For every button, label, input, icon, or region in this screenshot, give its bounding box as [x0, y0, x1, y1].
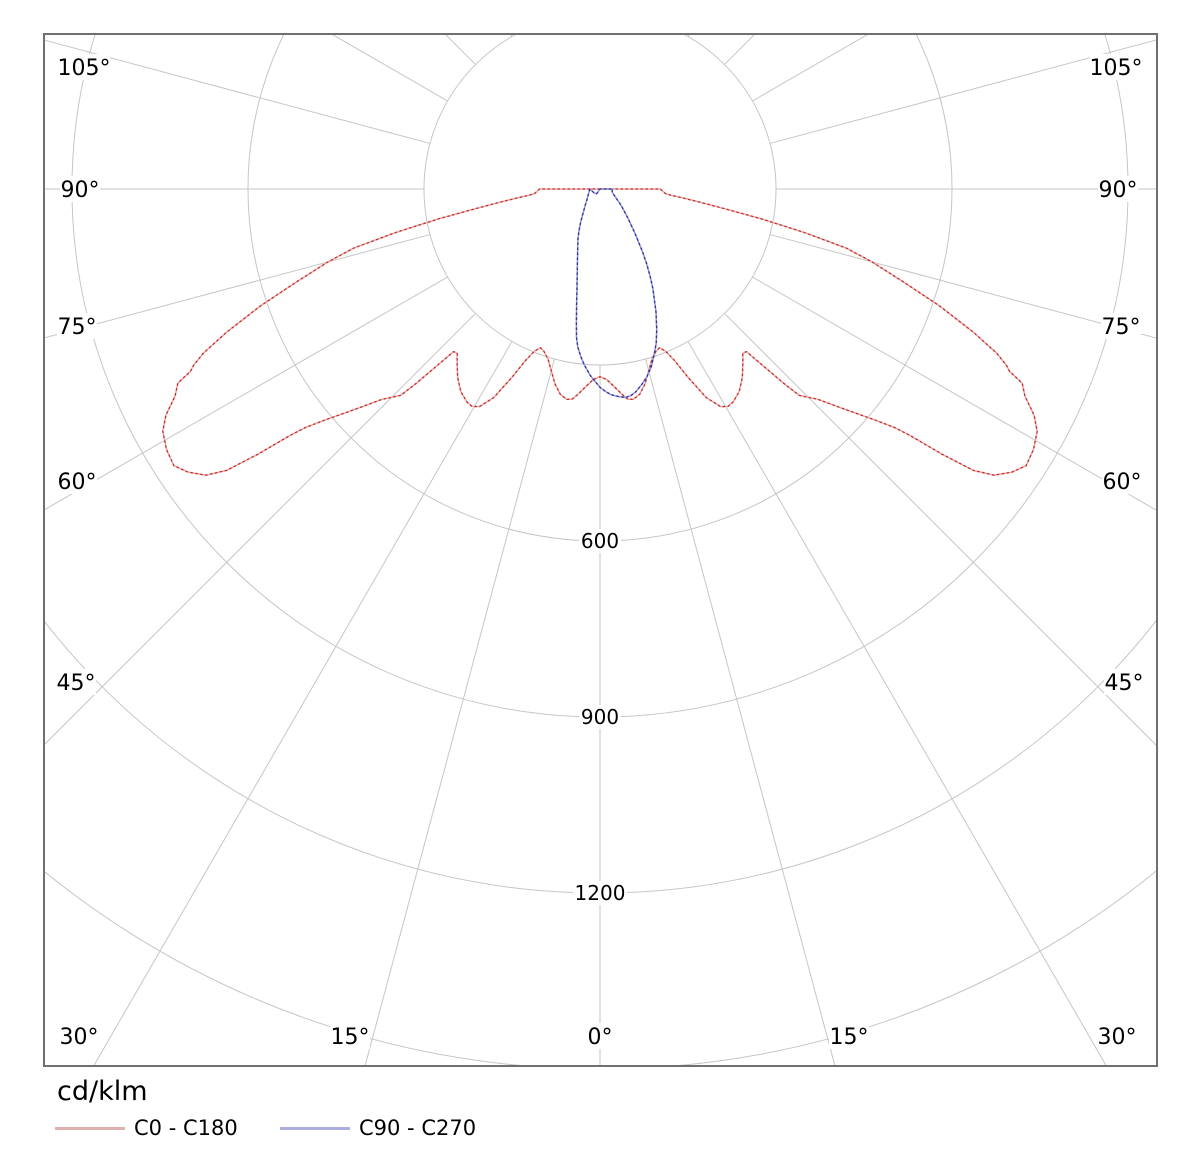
svg-text:30°: 30°	[1098, 1025, 1137, 1050]
svg-text:90°: 90°	[61, 178, 100, 203]
svg-text:900: 900	[581, 705, 619, 729]
svg-text:105°: 105°	[1090, 56, 1143, 81]
svg-text:90°: 90°	[1099, 178, 1138, 203]
legend-swatch-c90-c270	[280, 1127, 350, 1130]
svg-text:15°: 15°	[830, 1025, 869, 1050]
legend-label-c90-c270: C90 - C270	[359, 1116, 477, 1140]
svg-text:1200: 1200	[575, 881, 626, 905]
svg-text:45°: 45°	[57, 671, 96, 696]
svg-text:15°: 15°	[331, 1025, 370, 1050]
svg-text:105°: 105°	[58, 56, 111, 81]
svg-text:30°: 30°	[60, 1025, 99, 1050]
legend-units-label: cd/klm	[57, 1076, 148, 1107]
svg-text:600: 600	[581, 529, 619, 553]
svg-text:75°: 75°	[58, 315, 97, 340]
svg-text:75°: 75°	[1102, 315, 1141, 340]
svg-text:0°: 0°	[588, 1025, 613, 1050]
legend-label-c0-c180: C0 - C180	[134, 1116, 238, 1140]
legend-swatch-c0-c180	[55, 1127, 125, 1130]
svg-text:45°: 45°	[1105, 671, 1144, 696]
svg-text:60°: 60°	[1103, 470, 1142, 495]
svg-text:60°: 60°	[58, 470, 97, 495]
